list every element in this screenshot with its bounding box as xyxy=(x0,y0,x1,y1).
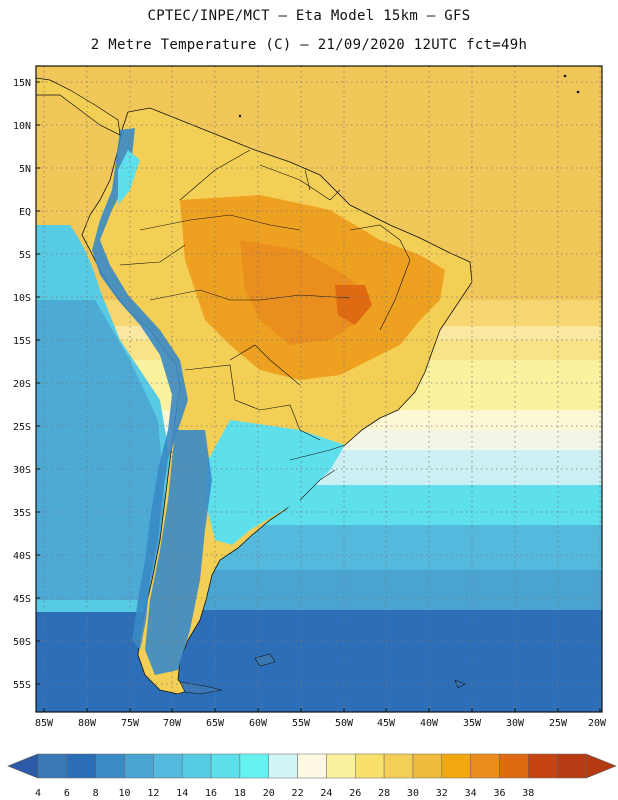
colorbar-swatch xyxy=(268,753,298,779)
latitude-labels: 15N 10N 5N EQ 5S 10S 15S 20S 25S 30S 35S… xyxy=(13,78,31,691)
colorbar-swatch xyxy=(297,753,327,779)
colorbar-tick-label: 22 xyxy=(292,788,304,799)
lat-label: 25S xyxy=(13,422,31,433)
lat-label: 10N xyxy=(13,121,31,132)
colorbar-swatch xyxy=(37,753,68,779)
lat-label: 20S xyxy=(13,379,31,390)
lon-label: 40W xyxy=(420,718,439,729)
lat-label: 40S xyxy=(13,551,31,562)
colorbar-tick-label: 14 xyxy=(176,788,188,799)
lat-label: 50S xyxy=(13,637,31,648)
colorbar-swatch xyxy=(499,753,529,779)
colorbar-swatch xyxy=(326,753,356,779)
lat-label: 45S xyxy=(13,594,31,605)
lon-label: 85W xyxy=(35,718,54,729)
colorbar-tick-label: 38 xyxy=(522,788,534,799)
colorbar-tick-label: 30 xyxy=(407,788,419,799)
lat-label: 35S xyxy=(13,508,31,519)
colorbar-tick-label: 12 xyxy=(147,788,159,799)
colorbar-max-triangle xyxy=(585,753,617,779)
colorbar-tick-label: 16 xyxy=(205,788,217,799)
lat-label: 55S xyxy=(13,680,31,691)
lat-label: 30S xyxy=(13,465,31,476)
colorbar-min-triangle xyxy=(7,753,39,779)
colorbar-swatch xyxy=(470,753,500,779)
lat-label: EQ xyxy=(19,207,31,218)
axis-ticks xyxy=(36,81,601,712)
colorbar-tick-label: 10 xyxy=(119,788,131,799)
lon-label: 55W xyxy=(292,718,311,729)
lon-label: 25W xyxy=(549,718,568,729)
lon-label: 30W xyxy=(506,718,525,729)
colorbar-swatch xyxy=(124,753,154,779)
lat-label: 10S xyxy=(13,293,31,304)
lon-label: 60W xyxy=(249,718,268,729)
temperature-field xyxy=(36,66,602,712)
lon-label: 75W xyxy=(121,718,140,729)
colorbar-tick-label: 36 xyxy=(493,788,505,799)
colorbar-tick-label: 6 xyxy=(64,788,70,799)
colorbar-tick-label: 32 xyxy=(436,788,448,799)
colorbar-tick-label: 20 xyxy=(263,788,275,799)
map-frame xyxy=(35,65,603,713)
colorbar-tick-label: 24 xyxy=(320,788,332,799)
colorbar-swatch xyxy=(441,753,471,779)
colorbar-tick-label: 28 xyxy=(378,788,390,799)
colorbar-swatch xyxy=(556,753,587,779)
lat-label: 5S xyxy=(19,250,31,261)
colorbar-tick-label: 26 xyxy=(349,788,361,799)
colorbar-swatch xyxy=(355,753,385,779)
colorbar-swatch xyxy=(95,753,125,779)
colorbar-swatch xyxy=(210,753,241,779)
lat-label: 5N xyxy=(19,164,31,175)
longitude-labels: 85W 80W 75W 70W 65W 60W 55W 50W 45W 40W … xyxy=(35,718,607,729)
colorbar-swatch xyxy=(412,753,443,779)
colorbar-swatch xyxy=(239,753,269,779)
color-legend: 4 6 8 10 12 14 16 18 20 22 24 26 28 30 32 34 36 38 xyxy=(7,753,617,799)
colorbar-swatch xyxy=(66,753,96,779)
lon-label: 50W xyxy=(335,718,354,729)
lon-label: 45W xyxy=(377,718,396,729)
colorbar-swatch xyxy=(181,753,212,779)
lat-label: 15S xyxy=(13,336,31,347)
lon-label: 80W xyxy=(78,718,97,729)
lon-label: 70W xyxy=(163,718,182,729)
colorbar-swatch xyxy=(383,753,414,779)
colorbar-swatch xyxy=(528,753,558,779)
lon-label: 20W xyxy=(588,718,607,729)
map-title-line2: 2 Metre Temperature (C) – 21/09/2020 12U… xyxy=(90,37,528,53)
lat-label: 15N xyxy=(13,78,31,89)
map-title-line1: CPTEC/INPE/MCT – Eta Model 15km – GFS xyxy=(147,8,471,24)
lon-label: 65W xyxy=(206,718,225,729)
lon-label: 35W xyxy=(463,718,482,729)
colorbar-tick-label: 34 xyxy=(465,788,477,799)
colorbar-swatch xyxy=(153,753,183,779)
colorbar-tick-label: 18 xyxy=(234,788,246,799)
colorbar-tick-label: 4 xyxy=(35,788,41,799)
colorbar-tick-label: 8 xyxy=(93,788,99,799)
